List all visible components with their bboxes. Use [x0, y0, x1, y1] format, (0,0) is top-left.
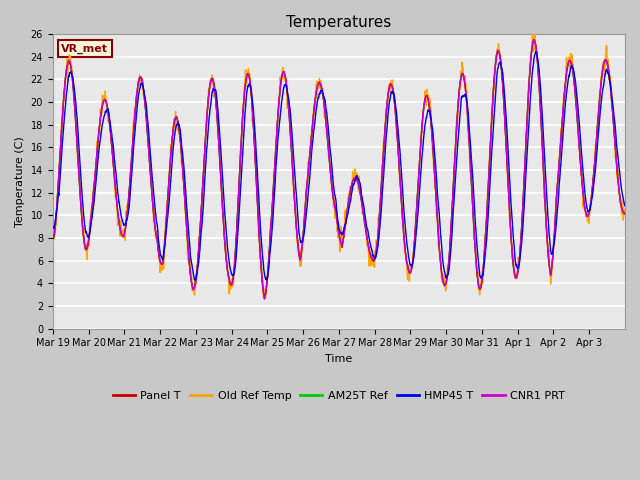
Title: Temperatures: Temperatures: [286, 15, 392, 30]
CNR1 PRT: [230, 274, 237, 279]
X-axis label: Time: Time: [325, 354, 353, 364]
Panel T: [544, 249, 552, 254]
CNR1 PRT: [260, 296, 268, 302]
CNR1 PRT: [511, 275, 519, 280]
AM25T Ref: [106, 123, 114, 129]
CNR1 PRT: [614, 169, 621, 175]
HMP45 T: [106, 118, 114, 123]
Line: CNR1 PRT: CNR1 PRT: [52, 40, 625, 299]
HMP45 T: [621, 203, 629, 209]
Panel T: [106, 123, 114, 129]
AM25T Ref: [621, 211, 629, 217]
Old Ref Temp: [374, 241, 381, 247]
AM25T Ref: [530, 36, 538, 42]
Old Ref Temp: [106, 123, 114, 129]
AM25T Ref: [511, 275, 519, 280]
Line: AM25T Ref: AM25T Ref: [52, 39, 625, 299]
HMP45 T: [374, 246, 381, 252]
HMP45 T: [230, 272, 237, 277]
Line: Old Ref Temp: Old Ref Temp: [52, 34, 625, 298]
Y-axis label: Temperature (C): Temperature (C): [15, 136, 25, 227]
Panel T: [374, 238, 381, 244]
AM25T Ref: [374, 238, 381, 244]
CNR1 PRT: [49, 235, 56, 241]
Old Ref Temp: [614, 176, 621, 181]
AM25T Ref: [230, 272, 237, 277]
AM25T Ref: [49, 237, 56, 242]
HMP45 T: [191, 277, 199, 283]
Old Ref Temp: [49, 240, 56, 246]
AM25T Ref: [614, 170, 621, 176]
Panel T: [260, 295, 268, 300]
HMP45 T: [49, 225, 56, 231]
CNR1 PRT: [530, 37, 538, 43]
Panel T: [614, 170, 621, 176]
HMP45 T: [544, 214, 552, 219]
HMP45 T: [511, 259, 519, 265]
Panel T: [621, 210, 629, 216]
Old Ref Temp: [621, 209, 629, 215]
HMP45 T: [614, 148, 621, 154]
Panel T: [49, 236, 56, 242]
Old Ref Temp: [544, 245, 552, 251]
Panel T: [531, 37, 538, 43]
Panel T: [230, 274, 237, 280]
Line: Panel T: Panel T: [52, 40, 625, 298]
Old Ref Temp: [511, 276, 519, 282]
CNR1 PRT: [544, 248, 552, 253]
AM25T Ref: [260, 296, 268, 301]
HMP45 T: [532, 49, 540, 55]
Old Ref Temp: [260, 295, 268, 301]
CNR1 PRT: [621, 211, 629, 217]
CNR1 PRT: [106, 124, 114, 130]
AM25T Ref: [544, 250, 552, 255]
Line: HMP45 T: HMP45 T: [52, 52, 625, 280]
Text: VR_met: VR_met: [61, 44, 108, 54]
Old Ref Temp: [529, 31, 536, 37]
CNR1 PRT: [374, 239, 381, 244]
Legend: Panel T, Old Ref Temp, AM25T Ref, HMP45 T, CNR1 PRT: Panel T, Old Ref Temp, AM25T Ref, HMP45 …: [108, 387, 570, 406]
Panel T: [511, 274, 519, 280]
Old Ref Temp: [230, 282, 237, 288]
